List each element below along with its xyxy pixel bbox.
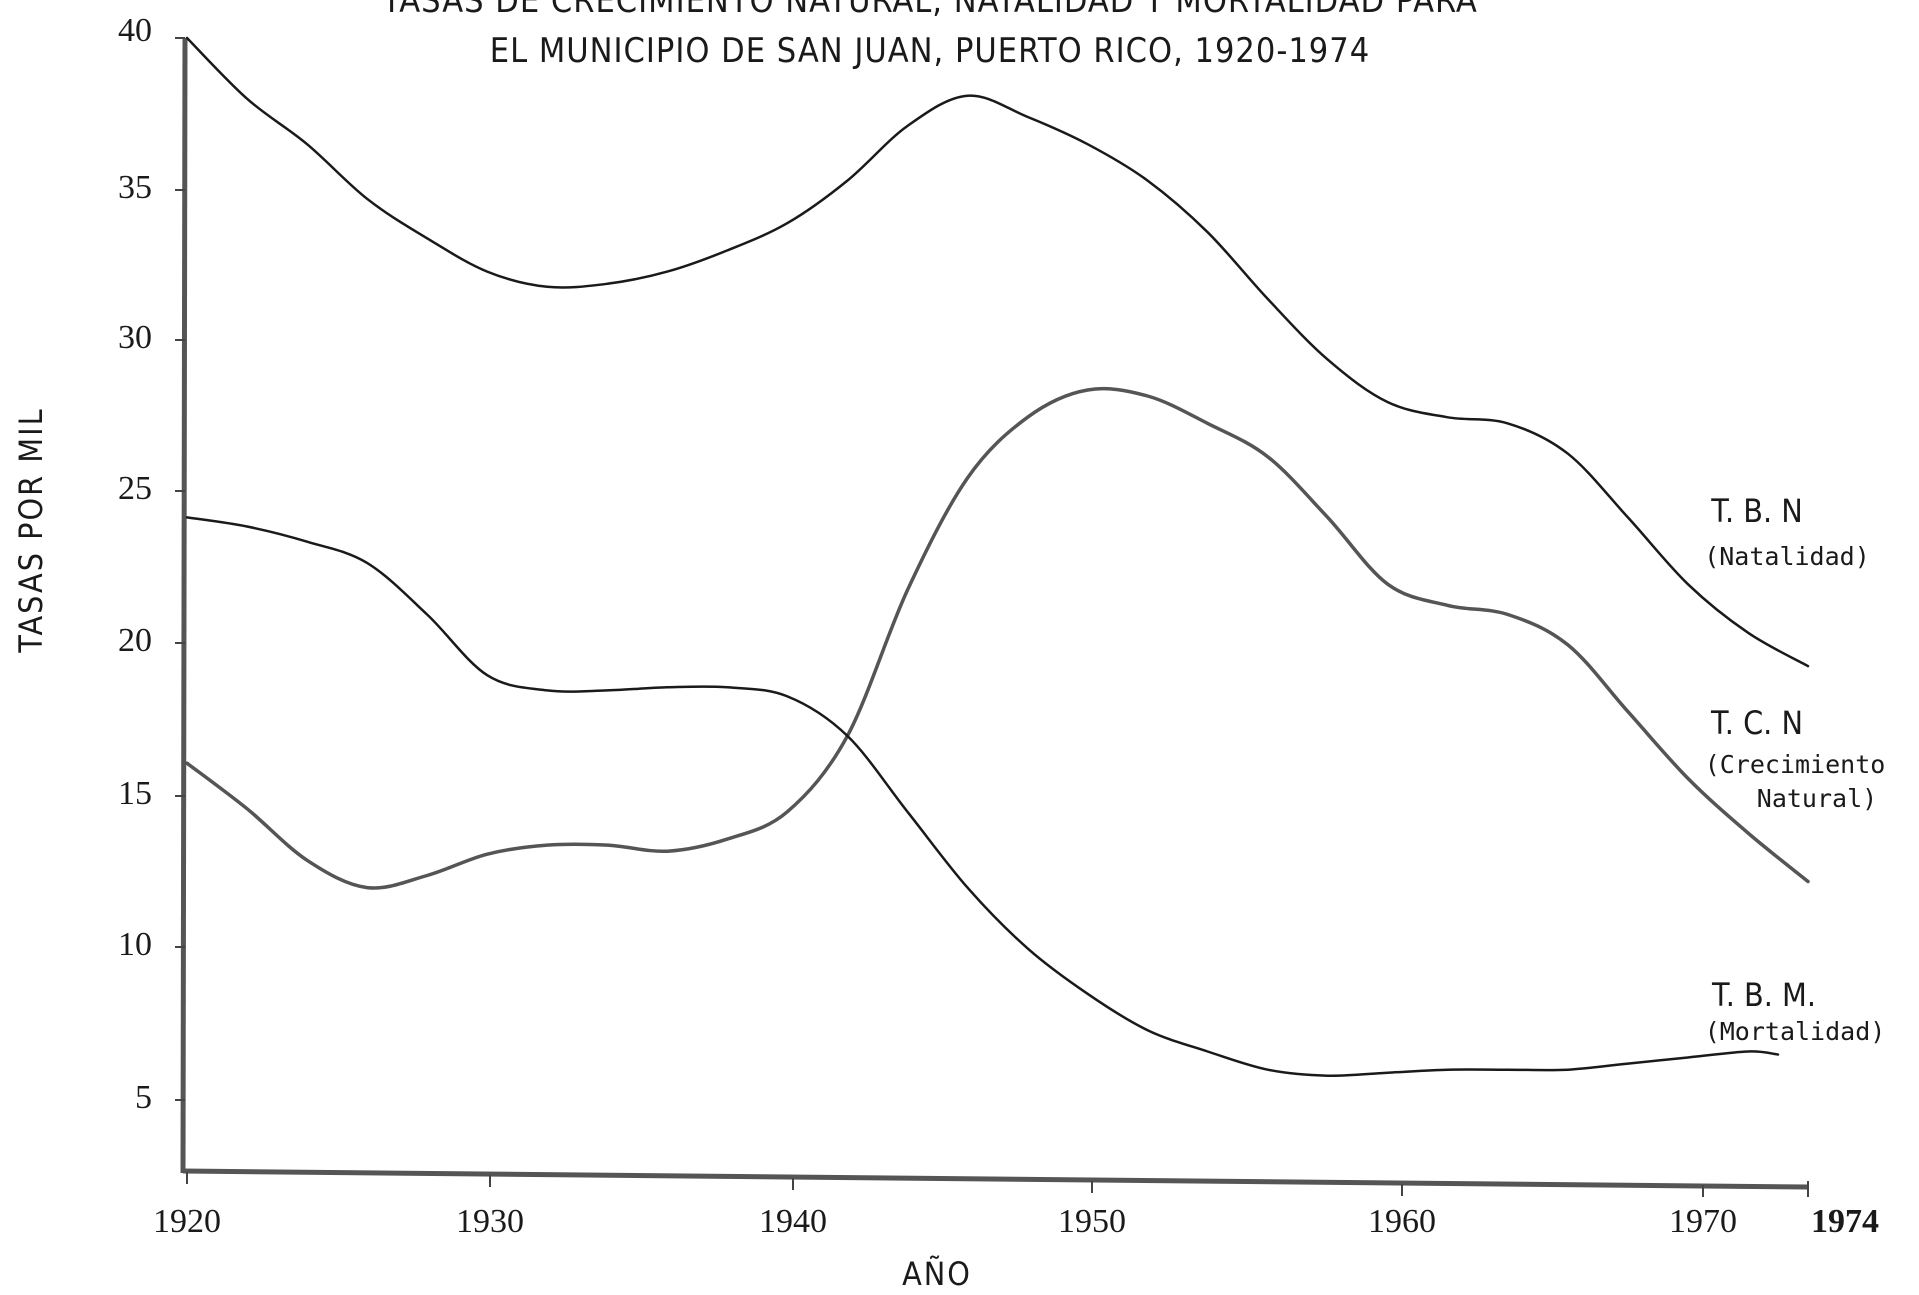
x-tick-marks xyxy=(186,1172,1809,1197)
y-ticks: 40 35 30 25 20 15 10 5 xyxy=(118,12,152,1116)
y-tick-label: 10 xyxy=(118,926,152,963)
chart-title-line-2: EL MUNICIPIO DE SAN JUAN, PUERTO RICO, 1… xyxy=(490,31,1370,71)
series-label-tcn: T. C. N xyxy=(1710,704,1803,742)
x-tick-label: 1930 xyxy=(456,1203,524,1240)
x-tick-label: 1960 xyxy=(1368,1203,1436,1240)
y-axis-line xyxy=(180,37,188,1174)
series-sublabel-tcn-1: (Crecimiento xyxy=(1705,750,1886,779)
series-line-tbm xyxy=(185,516,1780,1078)
y-tick-label: 30 xyxy=(118,319,152,356)
y-tick-label: 25 xyxy=(118,470,152,507)
y-tick-label: 20 xyxy=(118,622,152,659)
y-tick-label: 5 xyxy=(135,1079,152,1116)
series-line-tcn xyxy=(185,386,1810,890)
x-tick-label: 1950 xyxy=(1058,1203,1126,1240)
series-sublabel-tbm: (Mortalidad) xyxy=(1705,1017,1886,1046)
y-axis-label: TASAS POR MIL xyxy=(12,407,50,653)
y-tick-marks xyxy=(175,37,185,1101)
series-label-tbm: T. B. M. xyxy=(1711,976,1816,1014)
chart-title-line-1: TASAS DE CRECIMIENTO NATURAL, NATALIDAD … xyxy=(381,0,1478,21)
y-tick-label: 40 xyxy=(118,12,152,49)
series-sublabel-tbn: (Natalidad) xyxy=(1704,542,1870,571)
x-ticks: 1920 1930 1940 1950 1960 1970 1974 xyxy=(153,1203,1879,1240)
x-axis-line xyxy=(182,1168,1809,1190)
series-lines xyxy=(185,36,1810,1078)
x-tick-label: 1920 xyxy=(153,1203,221,1240)
y-tick-label: 35 xyxy=(118,169,152,206)
series-line-tbn xyxy=(185,36,1810,668)
series-label-tbn: T. B. N xyxy=(1710,492,1803,530)
x-tick-label: 1970 xyxy=(1669,1203,1737,1240)
y-tick-label: 15 xyxy=(118,775,152,812)
x-tick-label: 1940 xyxy=(759,1203,827,1240)
x-axis-label: AÑO xyxy=(902,1255,972,1293)
series-sublabel-tcn-2: Natural) xyxy=(1757,784,1877,813)
x-tick-label: 1974 xyxy=(1811,1203,1879,1240)
